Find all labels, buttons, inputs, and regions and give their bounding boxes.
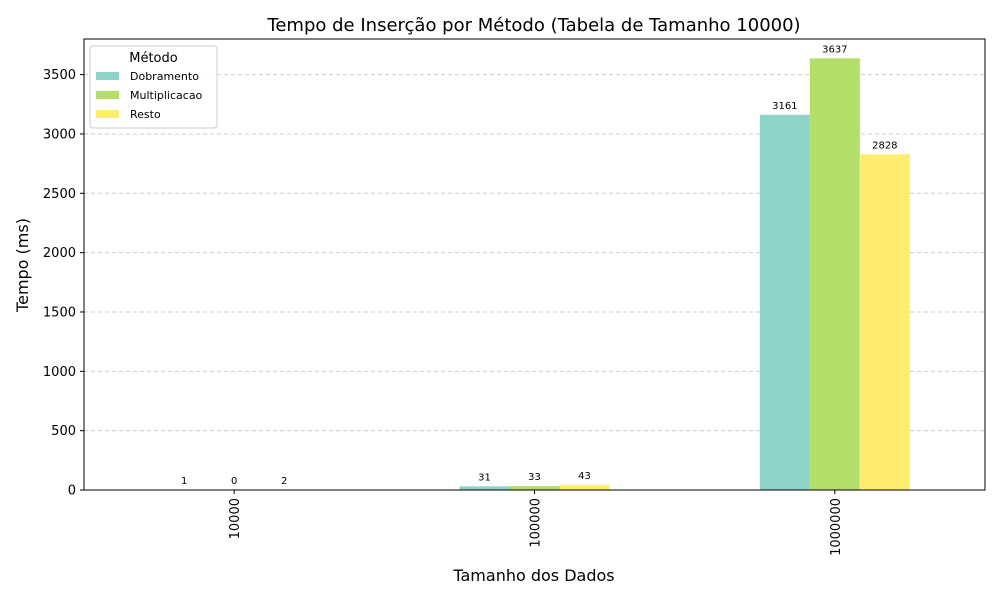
y-tick-label: 0 — [68, 484, 76, 499]
x-tick-label: 1000000 — [829, 498, 844, 556]
legend-box — [89, 45, 218, 129]
bar-dobramento-1000000 — [759, 114, 810, 491]
y-tick-label: 2000 — [43, 246, 76, 261]
x-axis: 10000 100000 1000000 — [228, 490, 844, 556]
bar-value-label: 1 — [181, 476, 187, 487]
legend-label-multiplicacao: Multiplicacao — [130, 89, 203, 102]
y-tick-label: 3000 — [43, 127, 76, 142]
legend-label-resto: Resto — [130, 108, 161, 121]
bar-value-label: 3637 — [822, 44, 847, 55]
bar-value-label: 2 — [281, 476, 287, 487]
chart-title: Tempo de Inserção por Método (Tabela de … — [266, 15, 800, 36]
bar-value-label: 43 — [578, 471, 591, 482]
y-tick-label: 3500 — [43, 68, 76, 83]
legend: Método Dobramento Multiplicacao Resto — [89, 45, 218, 129]
x-tick-label: 10000 — [228, 498, 243, 539]
y-axis: 0 500 1000 1500 2000 2500 3000 3500 — [43, 68, 84, 499]
y-axis-label: Tempo (ms) — [13, 218, 32, 313]
y-tick-label: 2500 — [43, 187, 76, 202]
y-tick-label: 1500 — [43, 305, 76, 320]
x-axis-label: Tamanho dos Dados — [452, 566, 614, 585]
bar-value-label: 2828 — [872, 140, 897, 151]
legend-swatch-dobramento — [96, 72, 119, 80]
bar-value-label: 31 — [478, 472, 491, 483]
y-tick-label: 500 — [51, 424, 76, 439]
gridlines — [84, 74, 985, 432]
bar-resto-1000000 — [859, 154, 910, 490]
bar-value-label: 3161 — [772, 101, 797, 112]
bar-multiplicacao-100000 — [509, 486, 560, 490]
bars — [159, 58, 910, 491]
bar-value-label: 33 — [528, 472, 541, 483]
bar-dobramento-100000 — [459, 486, 510, 490]
bar-value-label: 0 — [231, 476, 237, 487]
bar-value-labels: 1 0 2 31 33 43 3161 3637 2828 — [181, 44, 898, 487]
y-tick-label: 1000 — [43, 365, 76, 380]
x-tick-label: 100000 — [529, 498, 544, 548]
legend-swatch-multiplicacao — [96, 91, 119, 99]
legend-label-dobramento: Dobramento — [130, 70, 199, 83]
bar-resto-100000 — [559, 484, 610, 490]
legend-title: Método — [129, 51, 178, 66]
legend-swatch-resto — [96, 110, 119, 118]
bar-multiplicacao-1000000 — [809, 58, 860, 491]
